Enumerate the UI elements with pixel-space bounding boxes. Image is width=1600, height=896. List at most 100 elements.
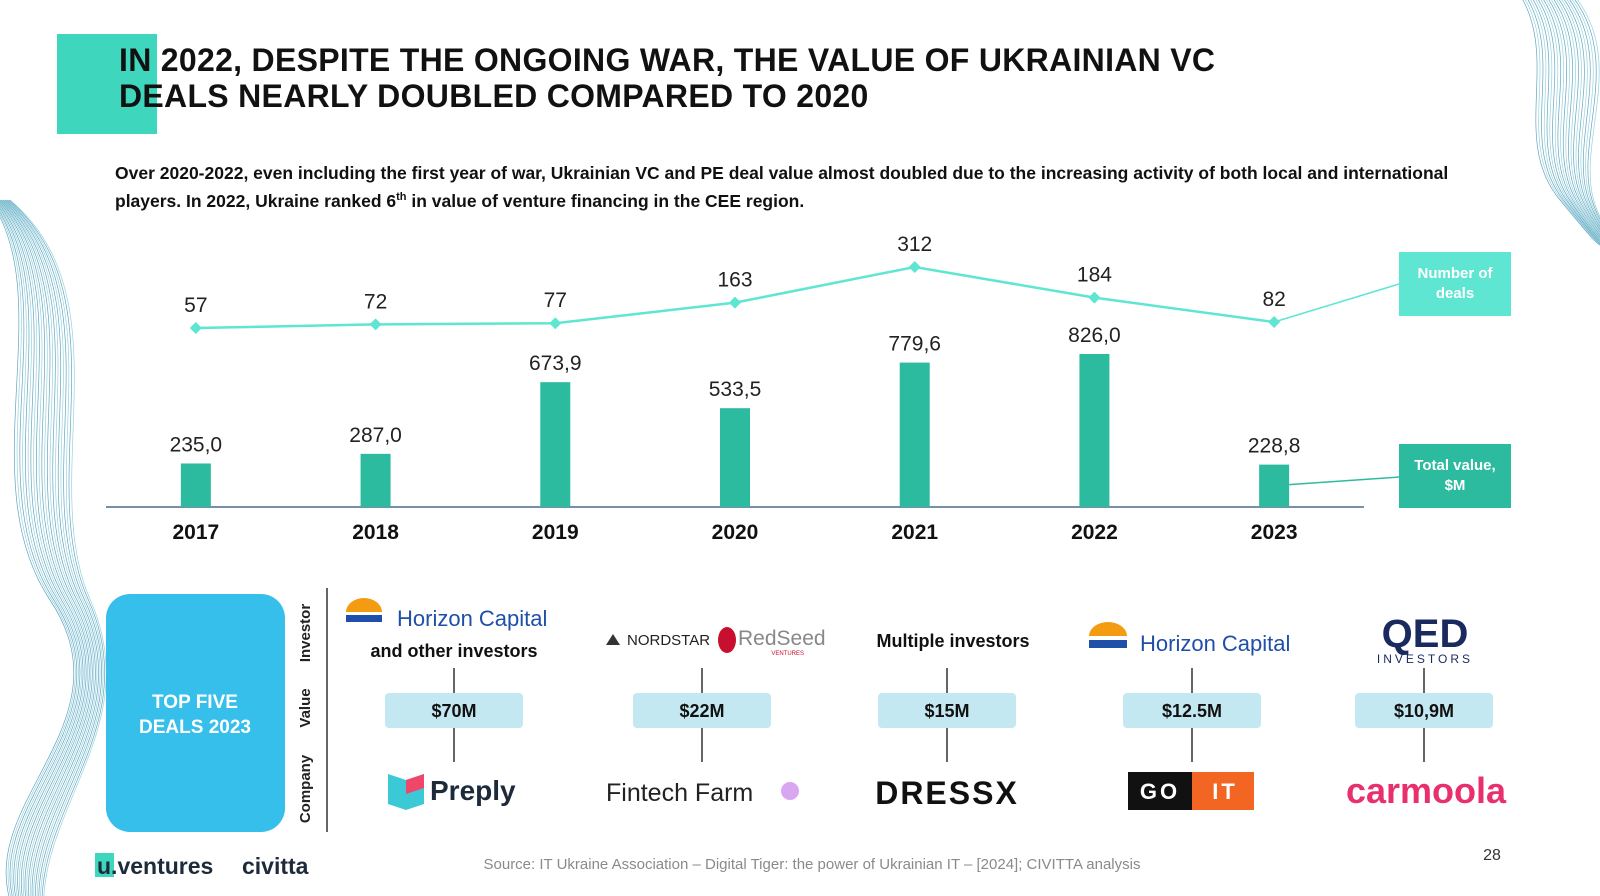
- title-line: DEALS NEARLY DOUBLED COMPARED TO 2020: [119, 78, 869, 114]
- data-label: 82: [1262, 288, 1285, 311]
- investor: NORDSTAR: [627, 632, 710, 649]
- data-label: 77: [544, 289, 567, 312]
- investor: RedSeed: [738, 627, 826, 650]
- row-label: Value: [297, 688, 314, 727]
- row-label: Investor: [297, 604, 314, 663]
- wave: [0, 211, 78, 896]
- wave: [0, 199, 90, 896]
- title-accent: [57, 34, 157, 134]
- investor: Horizon Capital: [397, 606, 547, 631]
- wave: [0, 206, 82, 896]
- bar: [1259, 464, 1290, 507]
- wave: [0, 216, 74, 896]
- logo-mark: [95, 853, 114, 877]
- wave: [1558, 0, 1600, 230]
- wave: [1571, 0, 1600, 222]
- deals-label: DEALS 2023: [139, 717, 251, 738]
- legend-connector: [1289, 476, 1400, 486]
- subtitle-text: Over 2020-2022, even including the first…: [115, 163, 1449, 211]
- bar: [540, 382, 571, 507]
- wave: [1537, 0, 1600, 240]
- deal-value: $22M: [679, 701, 724, 721]
- wave: [0, 213, 76, 896]
- investor: Horizon Capital: [1140, 631, 1290, 656]
- wave: [1522, 0, 1600, 246]
- data-label: 235,0: [170, 433, 223, 456]
- deal-value: $10,9M: [1394, 701, 1454, 721]
- point: [908, 261, 921, 273]
- legend-connector: [1273, 283, 1400, 323]
- subtitle-text: in value of venture financing in the CEE…: [406, 190, 805, 211]
- value-box: [385, 693, 523, 728]
- value-box: [1123, 693, 1261, 728]
- deal-value: $12.5M: [1162, 701, 1222, 721]
- wave: [1553, 0, 1600, 233]
- deals-label-box: [106, 594, 285, 832]
- point: [729, 296, 741, 309]
- logo-mark: [718, 627, 736, 653]
- deal: QED INVESTORS carmoola: [1346, 612, 1507, 811]
- deal-values: $70M $22M $15M $12.5M $10,9M: [385, 668, 1493, 762]
- company: Fintech Farm: [606, 779, 753, 807]
- wave: [3, 199, 96, 896]
- page-number: 28: [1483, 847, 1501, 864]
- bar: [720, 408, 750, 507]
- data-label: 228,8: [1248, 435, 1301, 458]
- bar: [360, 453, 391, 507]
- logo-mark: [781, 782, 799, 800]
- source: Source: IT Ukraine Association – Digital…: [484, 856, 1141, 873]
- x-tick-label: 2020: [712, 521, 759, 544]
- wave: [1535, 0, 1600, 242]
- data-label: 72: [364, 290, 387, 313]
- deal: Multiple investors DRESSX: [875, 631, 1029, 811]
- wave: [0, 208, 81, 896]
- wave: [0, 202, 87, 896]
- wave: [9, 199, 107, 896]
- wave: [0, 201, 88, 896]
- subtitle-sup: th: [396, 191, 407, 203]
- wave: [8, 199, 104, 896]
- legend-entry: Total value, $M: [1399, 444, 1511, 508]
- x-tick-label: 2018: [352, 521, 399, 544]
- bar: [1079, 354, 1110, 507]
- wave: [1527, 0, 1600, 245]
- value-box: [1355, 693, 1493, 728]
- title-line: IN 2022, DESPITE THE ONGOING WAR, THE VA…: [119, 42, 1216, 78]
- bar: [180, 463, 211, 507]
- wave: [1545, 0, 1600, 237]
- deal-value: $15M: [924, 701, 969, 721]
- logo-mark: [346, 598, 382, 612]
- wave: [0, 203, 85, 896]
- investor-note: INVESTORS: [1377, 652, 1473, 666]
- wave: [1550, 0, 1600, 235]
- company: DRESSX: [875, 775, 1019, 811]
- wave: [1530, 0, 1600, 244]
- wave: [1, 199, 93, 896]
- wave: [5, 199, 99, 896]
- company: GO: [1140, 779, 1180, 804]
- data-label: 312: [897, 233, 932, 256]
- investor: QED: [1382, 612, 1469, 656]
- wave: [1543, 0, 1600, 238]
- wave: [2, 199, 95, 896]
- wave: [1561, 0, 1600, 229]
- row-label: Company: [297, 754, 314, 823]
- wave: [1548, 0, 1600, 236]
- deal: NORDSTAR RedSeed VENTURES Fintech Farm: [606, 627, 826, 807]
- wave: [7, 199, 102, 896]
- company: carmoola: [1346, 770, 1507, 811]
- wave: [1566, 0, 1600, 226]
- point: [369, 318, 382, 331]
- wave: [0, 209, 79, 896]
- wave: [8, 199, 106, 896]
- deal: Horizon Capital and other investors Prep…: [346, 598, 547, 810]
- wave: [1524, 0, 1600, 245]
- point: [189, 322, 202, 334]
- data-label: 826,0: [1068, 324, 1121, 347]
- wave: [1563, 0, 1600, 227]
- logo-mark: [1128, 772, 1192, 810]
- wave: [1576, 0, 1600, 218]
- deals-label: TOP FIVE: [152, 692, 238, 713]
